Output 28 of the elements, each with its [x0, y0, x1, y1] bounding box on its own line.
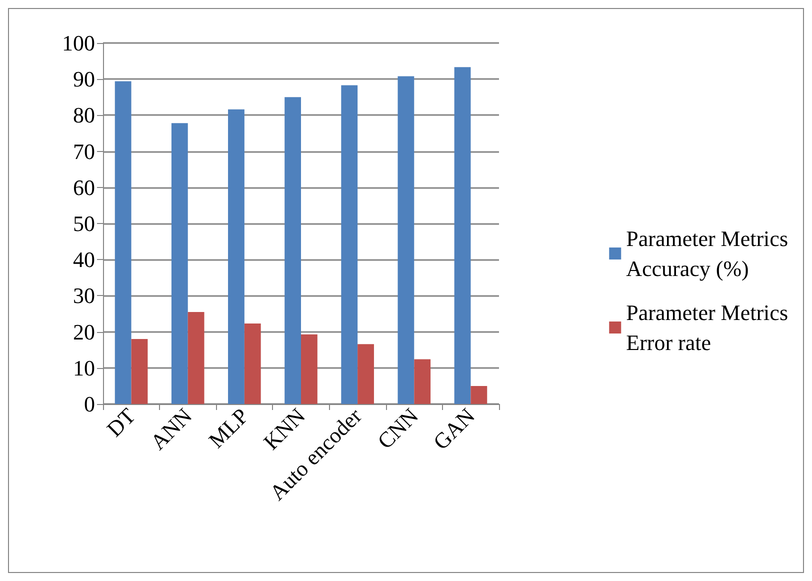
y-tick-label: 40 [73, 247, 95, 272]
bar [114, 81, 132, 404]
bar [171, 123, 188, 404]
bar [188, 312, 204, 404]
bar [358, 344, 374, 404]
y-tick-label: 60 [73, 174, 95, 200]
bar [228, 109, 244, 404]
bar [244, 323, 261, 404]
y-tick-label: 80 [73, 102, 95, 128]
bar [284, 97, 301, 404]
y-tick-label: 0 [84, 392, 95, 416]
legend-label: Parameter Metrics Error rate [626, 300, 788, 355]
bar [454, 67, 471, 404]
y-tick-label: 90 [73, 66, 95, 92]
y-tick-label: 20 [73, 319, 95, 344]
bar [414, 359, 431, 404]
bar [301, 334, 318, 404]
y-tick-label: 50 [73, 211, 95, 236]
y-tick-label: 70 [73, 138, 95, 164]
legend-label: Parameter Metrics Accuracy (%) [626, 226, 788, 281]
y-tick-label: 100 [62, 30, 95, 56]
bar [470, 386, 488, 404]
bar [341, 85, 358, 404]
bar [131, 339, 148, 404]
y-tick-label: 30 [73, 283, 95, 308]
bar [398, 76, 414, 404]
y-tick-label: 10 [73, 355, 95, 380]
x-tick-label: DT [102, 402, 141, 442]
